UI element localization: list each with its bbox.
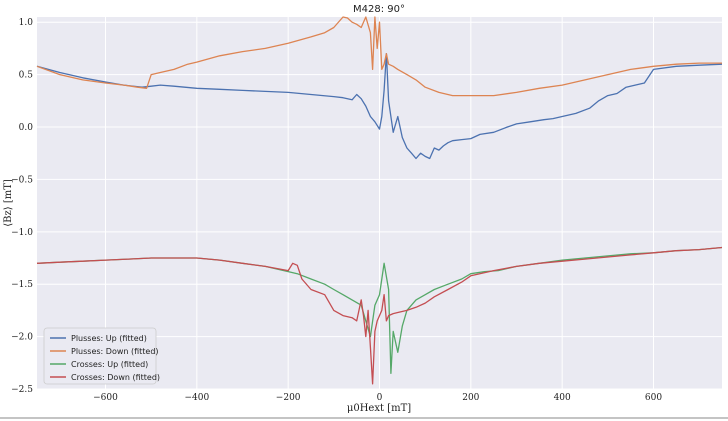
y-tick-label: −2.5 [11, 385, 33, 395]
y-axis-label: ⟨Bz⟩ [mT] [3, 179, 14, 227]
legend-label-3: Crosses: Up (fitted) [71, 360, 148, 369]
series-line-1 [36, 53, 723, 160]
legend: Plusses: Up (fitted) Plusses: Down (fitte… [43, 327, 160, 385]
y-tick-label: −0.5 [11, 175, 33, 185]
x-tick-label: −600 [93, 393, 118, 403]
x-tick-label: 200 [462, 393, 479, 403]
x-tick-label: −400 [184, 393, 209, 403]
series-line-2 [36, 16, 722, 97]
y-tick-label: −1.5 [11, 280, 33, 290]
legend-label-1: Plusses: Up (fitted) [71, 334, 147, 343]
series-lines [36, 16, 723, 385]
x-tick-labels: −600 −400 −200 0 200 400 600 [93, 393, 662, 403]
y-tick-label: 1.0 [19, 18, 34, 28]
chart-title: M428: 90° [353, 4, 405, 15]
x-axis-label: μ0Hext [mT] [347, 403, 411, 414]
x-tick-label: 0 [377, 393, 383, 403]
legend-label-2: Plusses: Down (fitted) [71, 347, 159, 356]
series-line-4 [36, 246, 723, 385]
y-tick-labels: 1.0 0.5 0.0 −0.5 −1.0 −1.5 −2.0 −2.5 [11, 18, 33, 395]
x-tick-label: −200 [276, 393, 301, 403]
y-tick-label: 0.5 [19, 71, 34, 81]
legend-box [43, 327, 157, 385]
x-tick-label: 600 [645, 393, 662, 403]
y-tick-label: 0.0 [19, 123, 34, 133]
y-tick-label: −2.0 [11, 333, 33, 343]
legend-label-4: Crosses: Down (fitted) [71, 373, 160, 382]
x-tick-label: 400 [554, 393, 571, 403]
y-tick-label: −1.0 [11, 228, 33, 238]
